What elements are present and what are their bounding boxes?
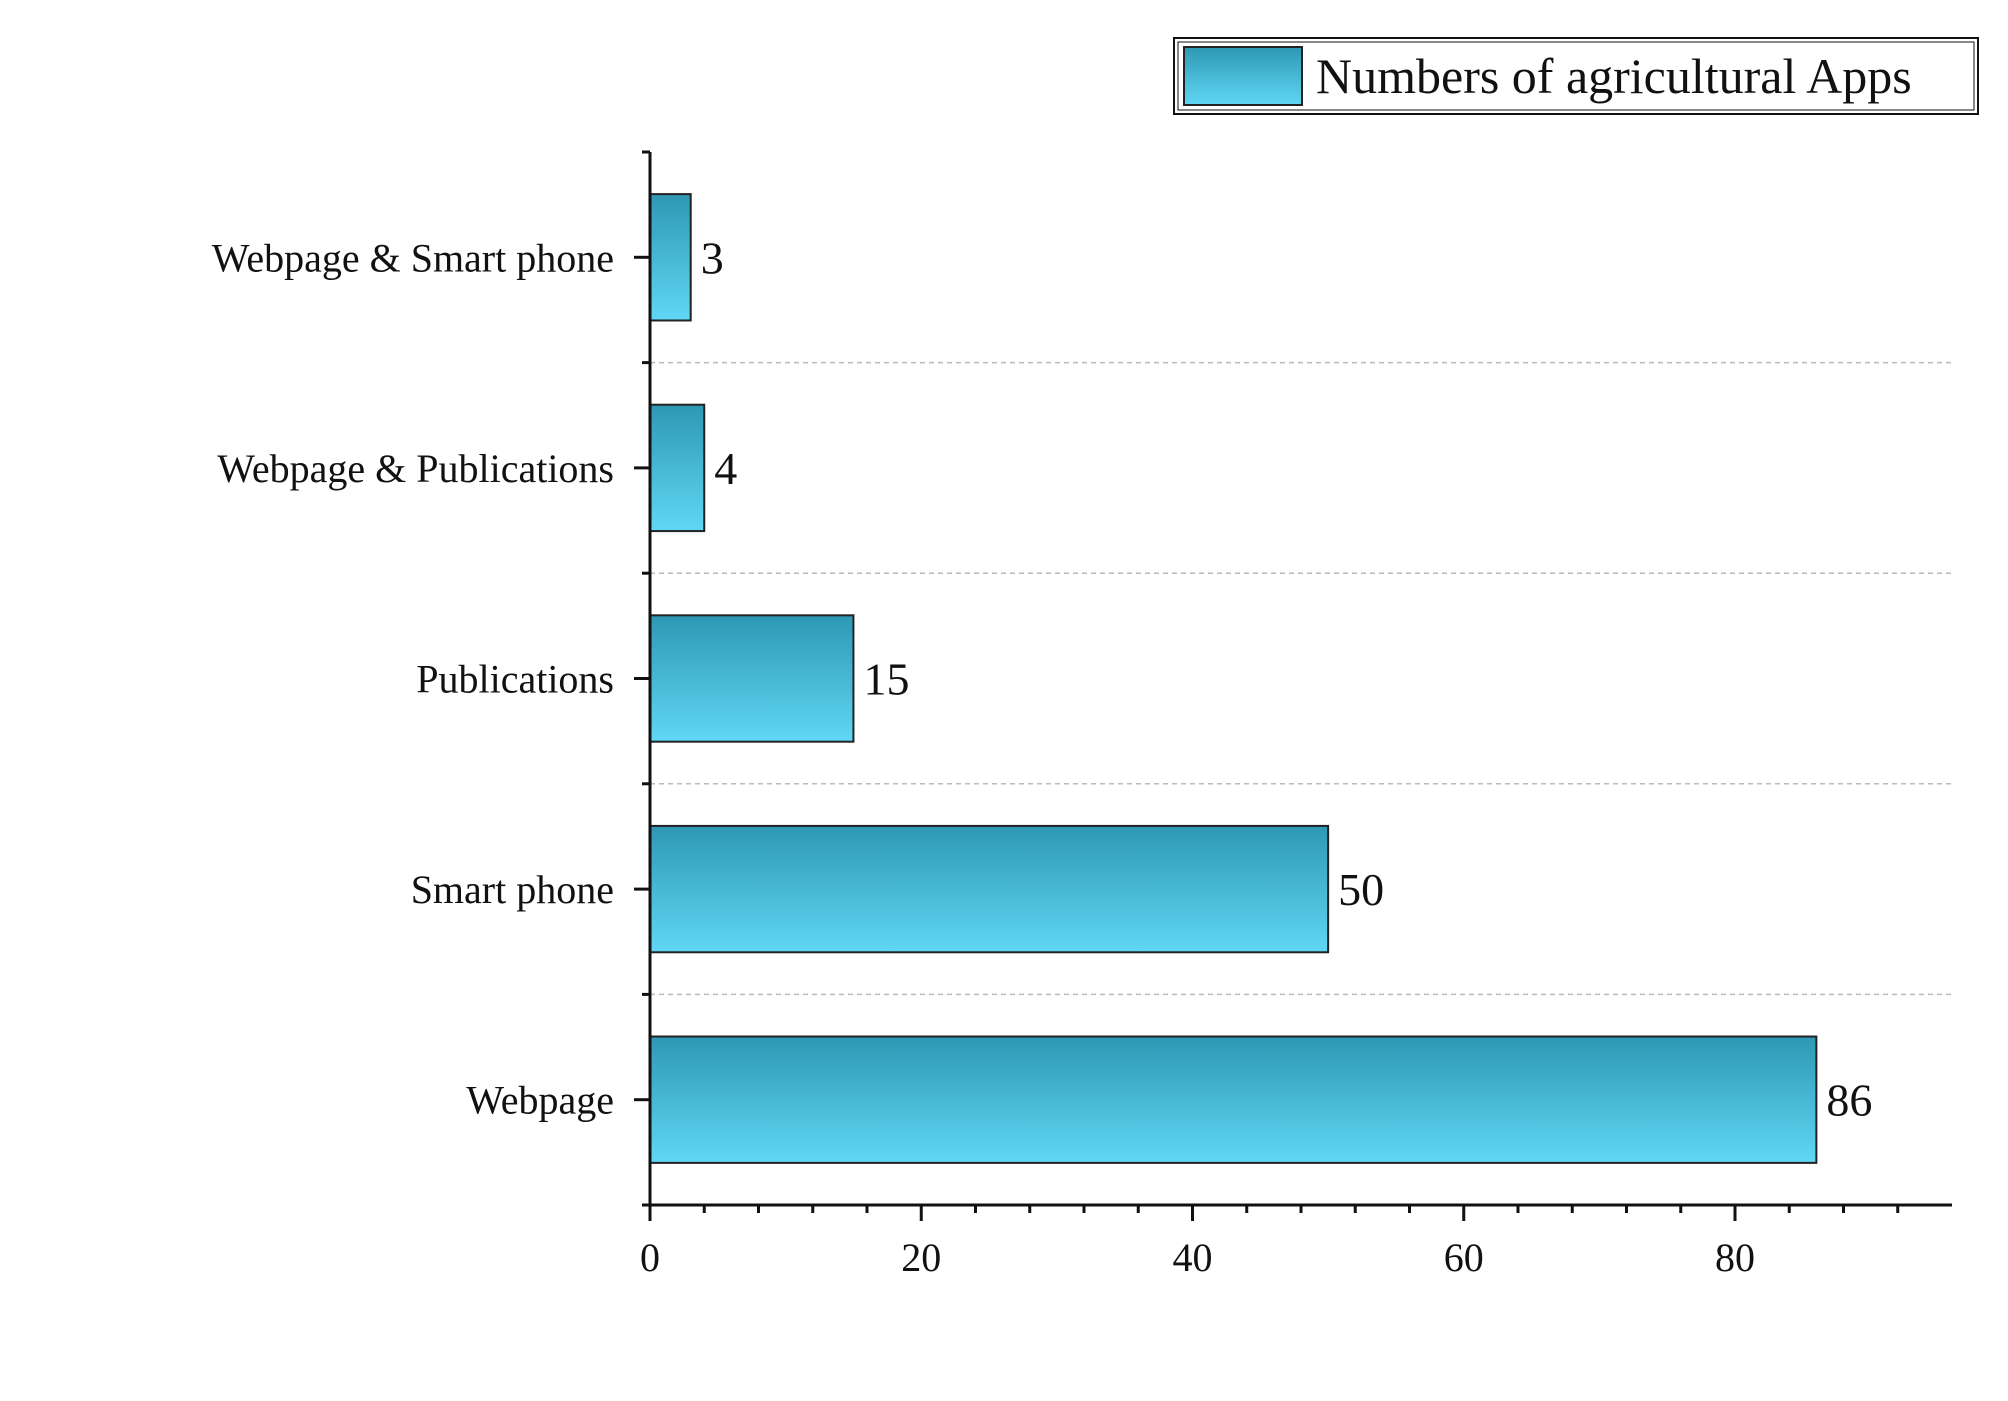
axis-layer: Webpage & Smart phone Webpage & Publicati… <box>212 150 1952 1280</box>
legend-box <box>1173 37 1979 115</box>
category-label: Webpage <box>466 1078 614 1123</box>
category-label: Webpage & Publications <box>217 446 614 491</box>
x-tick-label: 80 <box>1715 1235 1755 1280</box>
bar <box>649 824 1330 954</box>
x-tick-label: 40 <box>1173 1235 1213 1280</box>
legend-box-inner <box>1177 41 1975 111</box>
grid-layer <box>650 361 1952 996</box>
bar <box>649 614 855 743</box>
value-label: 3 <box>701 232 724 283</box>
bars-layer: 3 4 15 50 86 <box>649 193 1872 1164</box>
category-label: Publications <box>416 657 614 702</box>
value-label: 86 <box>1826 1075 1872 1126</box>
x-tick-label: 60 <box>1444 1235 1484 1280</box>
category-label: Webpage & Smart phone <box>212 235 614 280</box>
legend-swatch <box>1183 46 1303 106</box>
value-label: 50 <box>1338 864 1384 915</box>
bar <box>649 1035 1818 1164</box>
x-tick-label: 0 <box>640 1235 660 1280</box>
x-tick-label: 20 <box>901 1235 941 1280</box>
category-label: Smart phone <box>411 867 614 912</box>
value-label: 4 <box>714 443 737 494</box>
legend-label: Numbers of agricultural Apps <box>1316 48 1912 104</box>
bar <box>649 193 692 322</box>
legend: Numbers of agricultural Apps <box>1173 37 1979 115</box>
value-label: 15 <box>863 654 909 705</box>
bar <box>649 403 706 533</box>
